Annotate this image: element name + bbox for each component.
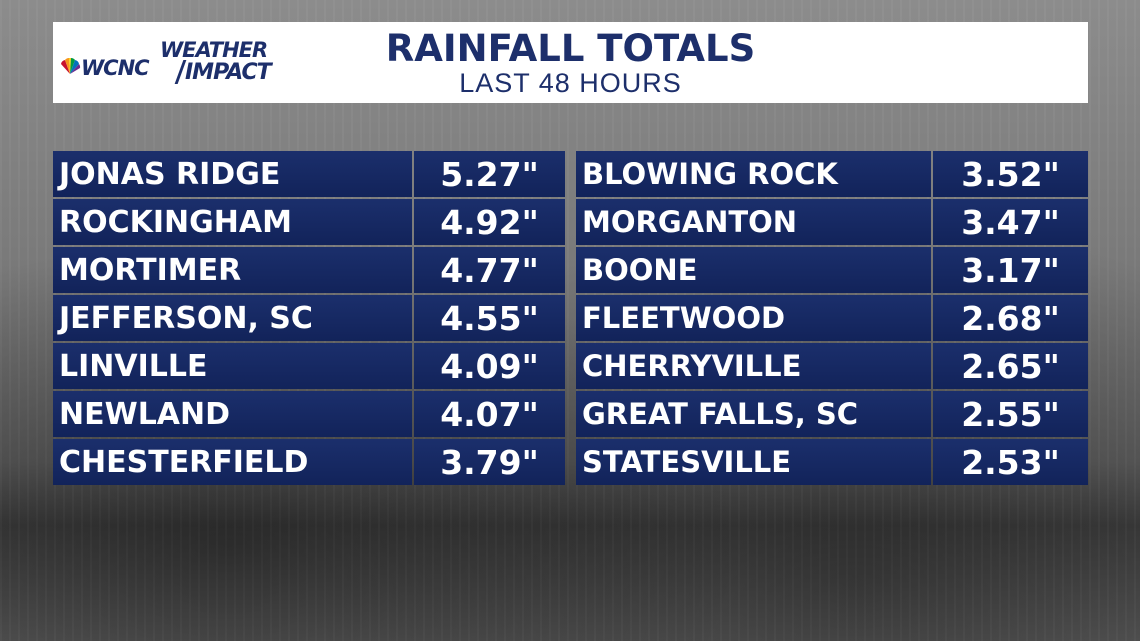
location-cell: JONAS RIDGE bbox=[53, 151, 412, 197]
rainfall-table-left: JONAS RIDGE 5.27" ROCKINGHAM 4.92" MORTI… bbox=[53, 151, 565, 487]
location-cell: GREAT FALLS, SC bbox=[576, 391, 931, 437]
rainfall-value-cell: 3.17" bbox=[933, 247, 1088, 293]
table-row: LINVILLE 4.09" bbox=[53, 343, 565, 389]
rainfall-value-cell: 3.47" bbox=[933, 199, 1088, 245]
peacock-icon bbox=[61, 58, 81, 74]
location-cell: FLEETWOOD bbox=[576, 295, 931, 341]
rainfall-value-cell: 2.55" bbox=[933, 391, 1088, 437]
location-cell: CHERRYVILLE bbox=[576, 343, 931, 389]
rainfall-value-cell: 4.07" bbox=[414, 391, 565, 437]
rainfall-value-cell: 2.68" bbox=[933, 295, 1088, 341]
table-row: FLEETWOOD 2.68" bbox=[576, 295, 1088, 341]
logo-weather-text: WEATHER bbox=[160, 38, 268, 62]
location-cell: CHESTERFIELD bbox=[53, 439, 412, 485]
table-row: NEWLAND 4.07" bbox=[53, 391, 565, 437]
rainfall-value-cell: 4.77" bbox=[414, 247, 565, 293]
location-cell: STATESVILLE bbox=[576, 439, 931, 485]
table-row: MORTIMER 4.77" bbox=[53, 247, 565, 293]
page-title: RAINFALL TOTALS bbox=[385, 27, 756, 70]
rainfall-table-right: BLOWING ROCK 3.52" MORGANTON 3.47" BOONE… bbox=[576, 151, 1088, 487]
page-subtitle: LAST 48 HOURS bbox=[459, 68, 682, 98]
table-row: CHERRYVILLE 2.65" bbox=[576, 343, 1088, 389]
table-row: JONAS RIDGE 5.27" bbox=[53, 151, 565, 197]
logo-wcnc-text: WCNC bbox=[81, 56, 150, 80]
table-row: STATESVILLE 2.53" bbox=[576, 439, 1088, 485]
table-row: CHESTERFIELD 3.79" bbox=[53, 439, 565, 485]
rainfall-value-cell: 4.55" bbox=[414, 295, 565, 341]
location-cell: LINVILLE bbox=[53, 343, 412, 389]
rainfall-value-cell: 3.79" bbox=[414, 439, 565, 485]
rainfall-value-cell: 5.27" bbox=[414, 151, 565, 197]
table-row: ROCKINGHAM 4.92" bbox=[53, 199, 565, 245]
table-row: JEFFERSON, SC 4.55" bbox=[53, 295, 565, 341]
header-banner: WCNC WEATHER IMPACT RAINFALL TOTALS LAST… bbox=[53, 22, 1088, 103]
wcnc-weather-impact-logo: WCNC WEATHER IMPACT bbox=[59, 36, 299, 92]
rainfall-value-cell: 4.09" bbox=[414, 343, 565, 389]
location-cell: MORGANTON bbox=[576, 199, 931, 245]
rainfall-value-cell: 3.52" bbox=[933, 151, 1088, 197]
table-row: BOONE 3.17" bbox=[576, 247, 1088, 293]
location-cell: ROCKINGHAM bbox=[53, 199, 412, 245]
location-cell: MORTIMER bbox=[53, 247, 412, 293]
location-cell: JEFFERSON, SC bbox=[53, 295, 412, 341]
location-cell: BOONE bbox=[576, 247, 931, 293]
table-row: MORGANTON 3.47" bbox=[576, 199, 1088, 245]
location-cell: NEWLAND bbox=[53, 391, 412, 437]
location-cell: BLOWING ROCK bbox=[576, 151, 931, 197]
rainfall-value-cell: 2.65" bbox=[933, 343, 1088, 389]
rainfall-value-cell: 4.92" bbox=[414, 199, 565, 245]
table-row: GREAT FALLS, SC 2.55" bbox=[576, 391, 1088, 437]
rainfall-value-cell: 2.53" bbox=[933, 439, 1088, 485]
table-row: BLOWING ROCK 3.52" bbox=[576, 151, 1088, 197]
logo-impact-text: IMPACT bbox=[185, 60, 272, 85]
